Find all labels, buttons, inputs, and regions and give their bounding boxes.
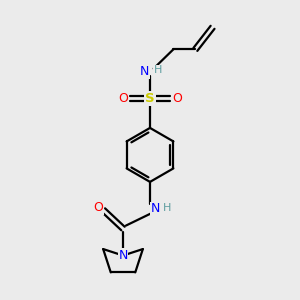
Text: N: N <box>118 249 128 262</box>
Text: N: N <box>140 65 149 78</box>
Text: O: O <box>118 92 128 105</box>
Text: N: N <box>151 202 160 215</box>
Text: H: H <box>163 203 171 213</box>
Text: O: O <box>172 92 182 105</box>
Text: S: S <box>145 92 155 105</box>
Text: O: O <box>93 201 103 214</box>
Text: H: H <box>154 65 162 75</box>
